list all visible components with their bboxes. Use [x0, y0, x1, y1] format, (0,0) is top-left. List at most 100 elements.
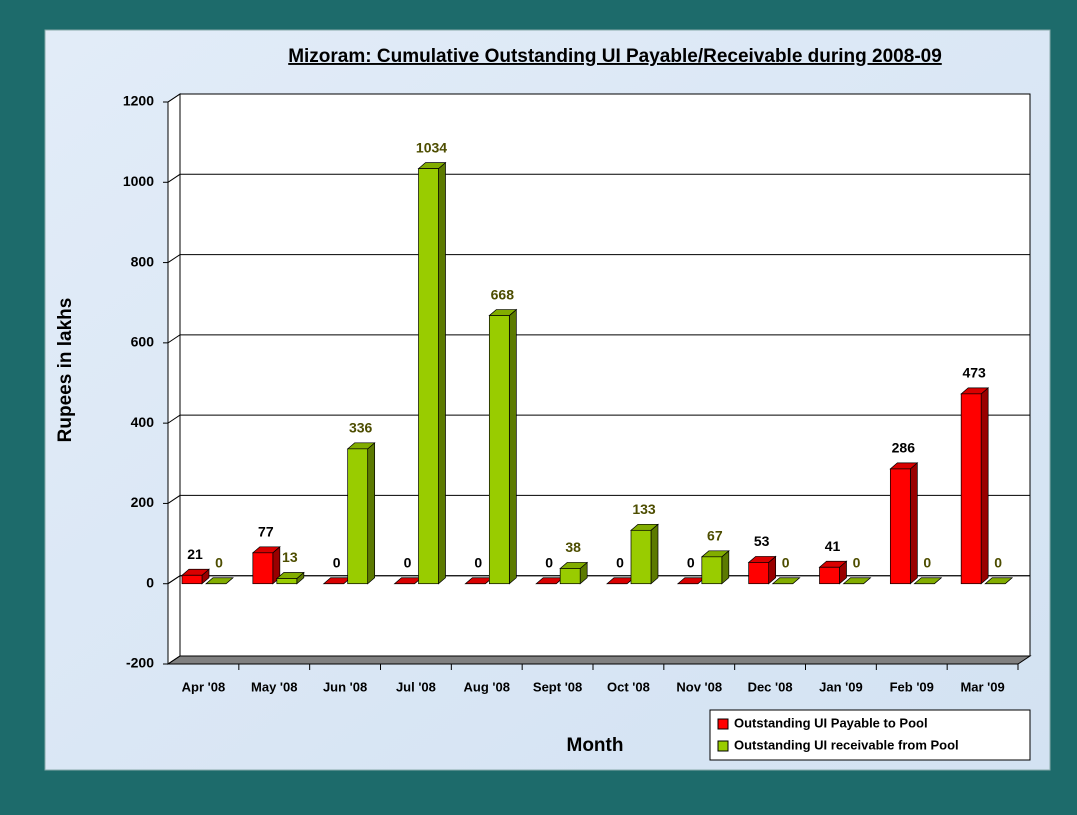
- bar-front: [630, 529, 652, 585]
- x-axis-label: Month: [567, 735, 624, 756]
- bar: [559, 561, 589, 585]
- bar-top: [842, 577, 872, 585]
- bar-front: [418, 168, 439, 585]
- y-tick-label: 400: [131, 414, 155, 430]
- y-tick-label: 200: [131, 494, 155, 510]
- x-tick-label: May '08: [251, 679, 297, 694]
- bar-top: [984, 577, 1014, 585]
- y-tick-label: 1000: [123, 173, 154, 189]
- bar-front: [488, 315, 510, 585]
- bar: [346, 442, 376, 585]
- data-label: 0: [474, 554, 482, 570]
- bar-side: [367, 442, 376, 585]
- data-label: 133: [632, 501, 656, 517]
- grid-line: [167, 93, 1030, 103]
- bar: [205, 577, 234, 585]
- x-tick-label: Apr '08: [182, 679, 226, 694]
- bar: [984, 577, 1014, 585]
- grid-line: [167, 655, 1030, 665]
- data-label: 668: [491, 286, 515, 302]
- y-tick-label: 1200: [123, 93, 154, 109]
- bar: [488, 308, 518, 585]
- data-label: 0: [994, 554, 1002, 570]
- bar-front: [347, 448, 369, 585]
- bar-side: [980, 387, 989, 585]
- y-tick-label: 600: [131, 334, 155, 350]
- data-label: 0: [404, 554, 412, 570]
- bar-front: [960, 393, 982, 585]
- data-label: 21: [187, 546, 203, 562]
- data-label: 53: [754, 533, 770, 549]
- bar: [417, 161, 447, 585]
- data-label: 0: [923, 554, 931, 570]
- bar: [818, 560, 848, 585]
- bar: [700, 550, 730, 585]
- data-label: 77: [258, 524, 274, 540]
- bar-front: [559, 568, 581, 585]
- bar-front: [748, 562, 770, 585]
- x-tick-label: Jan '09: [819, 679, 863, 694]
- legend-label: Outstanding UI receivable from Pool: [734, 737, 959, 752]
- bar-side: [909, 462, 918, 585]
- data-label: 13: [282, 549, 298, 565]
- bar-side: [438, 161, 446, 585]
- chart-title: Mizoram: Cumulative Outstanding UI Payab…: [288, 46, 942, 67]
- bar: [889, 462, 919, 585]
- bar: [771, 577, 801, 585]
- data-label: 0: [616, 554, 624, 570]
- y-tick-label: 800: [131, 253, 155, 269]
- bar-top: [205, 577, 234, 585]
- data-label: 0: [853, 554, 861, 570]
- bar: [960, 387, 990, 585]
- floor: [166, 655, 1032, 665]
- y-tick-label: -200: [126, 655, 154, 671]
- bar: [251, 546, 281, 585]
- bar-front: [276, 578, 298, 585]
- data-label: 41: [825, 538, 841, 554]
- y-axis-label: Rupees in lakhs: [55, 298, 76, 443]
- data-label: 0: [545, 554, 553, 570]
- x-tick-label: Oct '08: [607, 679, 650, 694]
- grid-line: [167, 173, 1030, 183]
- bar-front: [252, 552, 274, 585]
- x-tick-label: Dec '08: [748, 679, 793, 694]
- data-label: 67: [707, 528, 723, 544]
- bar-front: [819, 566, 840, 585]
- x-tick-label: Jun '08: [323, 679, 367, 694]
- data-label: 1034: [416, 139, 447, 155]
- data-label: 0: [782, 554, 790, 570]
- zero-line: [167, 575, 1030, 585]
- bar: [181, 568, 210, 585]
- data-label: 0: [333, 554, 341, 570]
- grid-line: [167, 254, 1030, 263]
- data-label: 0: [687, 554, 695, 570]
- grid-line: [167, 494, 1030, 504]
- x-tick-label: Feb '09: [890, 679, 934, 694]
- bar-side: [508, 308, 517, 585]
- x-tick-label: Jul '08: [396, 679, 436, 694]
- bar-top: [771, 577, 801, 585]
- legend-label: Outstanding UI Payable to Pool: [734, 715, 928, 730]
- bar-top: [913, 577, 943, 585]
- data-label: 38: [565, 539, 581, 555]
- bar: [275, 571, 305, 585]
- y-tick-label: 0: [146, 574, 154, 590]
- side-wall: [167, 93, 181, 665]
- x-tick-label: Nov '08: [676, 679, 722, 694]
- legend-box: [709, 709, 1031, 761]
- data-label: 336: [349, 420, 373, 436]
- grid-line: [167, 334, 1030, 344]
- x-tick-label: Mar '09: [960, 679, 1004, 694]
- bar: [842, 577, 872, 585]
- bar-front: [181, 574, 203, 585]
- bar-side: [650, 523, 659, 585]
- x-tick-label: Aug '08: [464, 679, 510, 694]
- bar: [747, 555, 777, 585]
- bar: [630, 523, 659, 585]
- data-label: 0: [215, 554, 223, 570]
- legend: Outstanding UI Payable to Pool Outstandin…: [709, 709, 1031, 761]
- bar-front: [701, 556, 723, 585]
- x-tick-label: Sept '08: [533, 679, 582, 694]
- bar-front: [889, 468, 911, 585]
